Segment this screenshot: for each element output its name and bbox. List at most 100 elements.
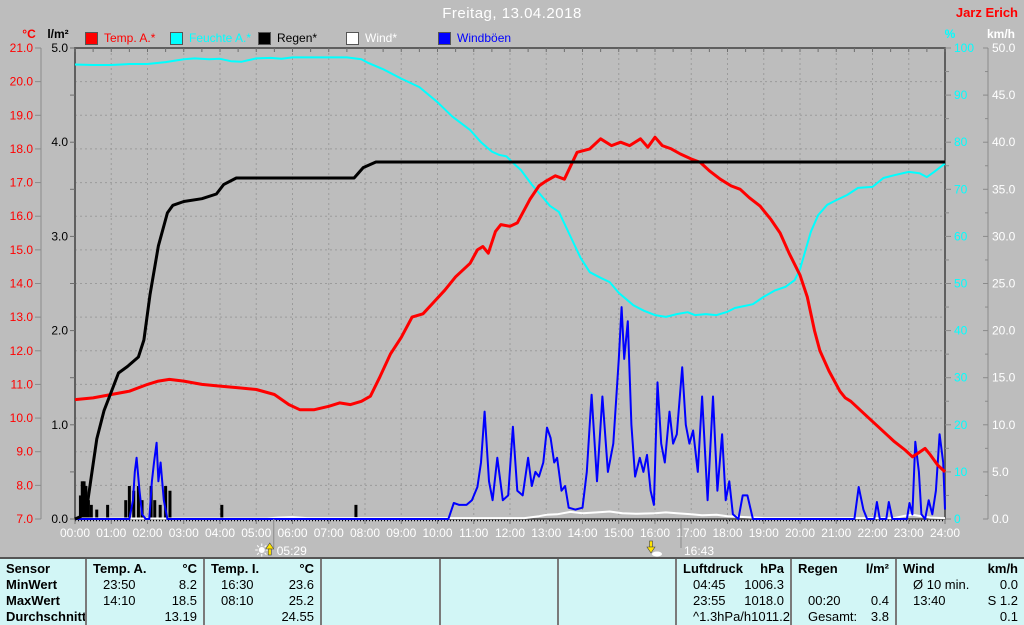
cell-time — [93, 609, 103, 625]
wind-axis-tick-label: 40.0 — [992, 135, 1016, 149]
humidity-axis-tick-label: 10 — [954, 465, 968, 479]
series-rain — [74, 160, 945, 521]
column-name: Regen — [798, 561, 838, 576]
temp-axis-tick-label: 7.0 — [16, 512, 33, 526]
temp-axis-tick-label: 21.0 — [10, 41, 34, 55]
temp-axis-tick-label: 12.0 — [10, 344, 34, 358]
legend-label: Regen* — [277, 31, 318, 45]
cell-value: 0.0 — [999, 577, 1018, 592]
humidity-axis-tick-label: 100 — [954, 41, 974, 55]
wind-axis-tick-label: 50.0 — [992, 41, 1016, 55]
wind-axis-tick-label: 15.0 — [992, 371, 1016, 385]
rain-interval-bar — [136, 486, 140, 519]
column-unit: °C — [299, 561, 314, 576]
x-axis-tick-label: 21:00 — [821, 526, 851, 540]
rain-interval-bar — [127, 486, 131, 519]
x-axis-tick-label: 05:00 — [241, 526, 271, 540]
humidity-axis-tick-label: 0 — [954, 512, 961, 526]
table-column-header — [559, 561, 675, 577]
cell-time: 23:55 — [693, 593, 726, 608]
rain-interval-bar — [132, 490, 136, 519]
x-axis-tick-label: 02:00 — [132, 526, 162, 540]
station-name: Jarz Erich — [955, 5, 1018, 20]
humidity-axis-tick-label: 80 — [954, 135, 968, 149]
table-column-header: Temp. I. °C — [205, 561, 320, 577]
temp-axis-unit: °C — [22, 27, 36, 41]
rain-axis-tick-label: 4.0 — [51, 135, 68, 149]
table-cell-row — [559, 593, 675, 609]
chart-svg: 7.0 8.0 9.0 10.0 11.0 12.0 13.0 14.0 15.0 16.0 17.… — [10, 41, 1016, 557]
wind-axis-tick-label: 20.0 — [992, 324, 1016, 338]
legend-label: Temp. A.* — [104, 31, 156, 45]
cell-value: 1018.0 — [744, 593, 784, 608]
rain-interval-bar — [106, 504, 110, 519]
cell-time — [328, 609, 338, 625]
wind-axis-unit: km/h — [986, 27, 1015, 41]
table-column-luftdruck: Luftdruck hPa 04:45 1006.3 23:55 1018.0 ^1.3hP… — [677, 559, 792, 625]
rain-interval-bar — [84, 486, 88, 519]
table-column — [559, 559, 677, 625]
table-row-label: MinWert — [6, 577, 58, 592]
rain-interval-bar — [80, 481, 84, 519]
cell-time — [565, 593, 575, 609]
table-cell-row: 08:10 25.2 — [205, 593, 320, 609]
x-axis-tick-label: 12:00 — [495, 526, 525, 540]
cell-time: Ø 10 min. — [913, 577, 970, 592]
x-axis-tick-label: 16:00 — [640, 526, 670, 540]
column-unit: km/h — [987, 561, 1018, 576]
rain-axis-tick-label: 2.0 — [51, 324, 68, 338]
column-name: Temp. A. — [93, 561, 147, 576]
rain-interval-bar — [124, 500, 128, 519]
x-axis-tick-label: 24:00 — [930, 526, 960, 540]
x-axis-tick-label: 15:00 — [604, 526, 634, 540]
column-name: Luftdruck — [683, 561, 743, 576]
humidity-axis-tick-label: 30 — [954, 371, 968, 385]
column-name: Temp. I. — [211, 561, 260, 576]
cell-time: Gesamt: — [808, 609, 858, 624]
x-axis-tick-label: 20:00 — [785, 526, 815, 540]
humidity-axis-unit: % — [944, 27, 956, 41]
legend-swatch — [85, 31, 98, 45]
table-cell-row: Gesamt: 3.8 — [792, 609, 895, 625]
x-axis-tick-label: 19:00 — [749, 526, 779, 540]
wind-axis-tick-label: 35.0 — [992, 182, 1016, 196]
cell-time — [903, 609, 913, 625]
cell-time — [565, 609, 575, 625]
table-cell-row: 13.19 — [87, 609, 203, 625]
table-cell-row: 04:45 1006.3 — [677, 577, 790, 593]
rain-interval-bar — [82, 481, 86, 519]
table-column-temp-i: Temp. I. °C 16:30 23.6 08:10 25.2 24.55 — [205, 559, 322, 625]
rain-interval-bar — [220, 504, 224, 519]
rain-interval-bar — [78, 495, 82, 519]
x-axis-tick-label: 04:00 — [205, 526, 235, 540]
table-column — [441, 559, 559, 625]
cell-value: 25.2 — [288, 593, 314, 608]
table-cell-row — [441, 609, 557, 625]
column-unit: °C — [182, 561, 197, 576]
rain-interval-bar — [95, 509, 99, 519]
cell-value: 24.55 — [281, 609, 314, 624]
legend-item: Temp. A.* — [85, 31, 155, 45]
x-axis-tick-label: 01:00 — [96, 526, 126, 540]
table-cell-row — [441, 577, 557, 593]
x-axis-tick-label: 03:00 — [169, 526, 199, 540]
legend: Temp. A.* Feuchte A.* Regen* Wind* Windböen — [0, 31, 940, 47]
rain-interval-bar — [86, 500, 90, 519]
temp-axis-tick-label: 20.0 — [10, 75, 34, 89]
temp-axis-tick-label: 15.0 — [10, 243, 34, 257]
x-axis-tick-label: 11:00 — [459, 526, 488, 540]
cell-time — [798, 577, 808, 593]
table-cell-row: Ø 10 min. 0.0 — [897, 577, 1024, 593]
humidity-axis-tick-label: 20 — [954, 418, 968, 432]
rain-interval-bar — [158, 504, 162, 519]
cell-value: 8.2 — [178, 577, 197, 592]
cell-value: S 1.2 — [987, 593, 1018, 608]
cell-time — [211, 609, 221, 625]
temp-axis-tick-label: 9.0 — [16, 445, 33, 459]
cell-time: 13:40 — [913, 593, 946, 608]
table-column-header: Regen l/m² — [792, 561, 895, 577]
cell-value: 18.5 — [171, 593, 197, 608]
table-column-header: Wind km/h — [897, 561, 1024, 577]
humidity-axis-tick-label: 90 — [954, 88, 968, 102]
legend-item: Wind* — [346, 31, 397, 45]
